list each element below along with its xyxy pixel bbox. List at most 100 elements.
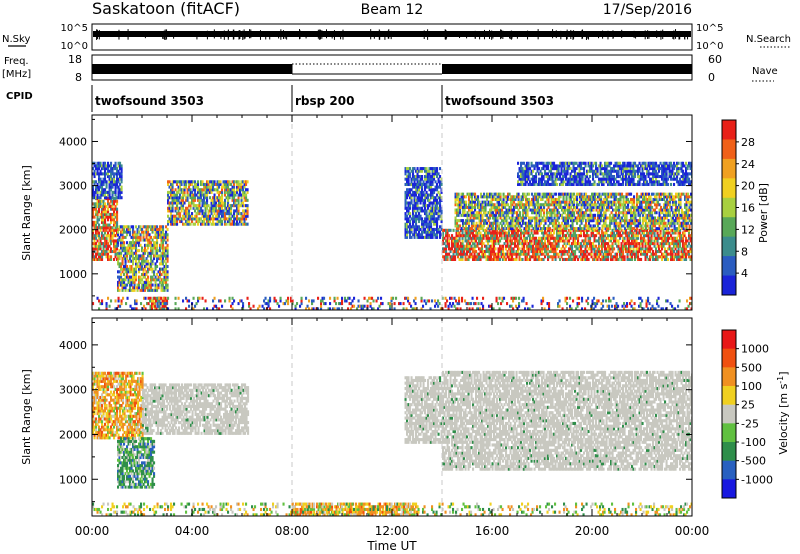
power-cell bbox=[162, 267, 165, 271]
power-cell bbox=[410, 217, 413, 221]
power-cell bbox=[127, 270, 130, 274]
power-cell bbox=[102, 252, 105, 256]
power-cell bbox=[418, 220, 421, 224]
power-cell bbox=[632, 231, 635, 235]
power-cell bbox=[548, 228, 551, 232]
power-cell bbox=[568, 234, 571, 238]
power-cell bbox=[469, 250, 472, 254]
power-cell bbox=[410, 227, 413, 231]
power-cell bbox=[569, 247, 572, 251]
power-cell bbox=[151, 259, 154, 263]
power-cell bbox=[105, 190, 108, 194]
power-cell bbox=[454, 250, 457, 254]
power-cell bbox=[185, 206, 188, 210]
power-cell bbox=[489, 216, 492, 220]
power-cell bbox=[210, 204, 213, 208]
power-cell bbox=[425, 225, 428, 229]
power-cell bbox=[625, 234, 628, 238]
power-cell bbox=[160, 230, 163, 234]
power-cell bbox=[462, 219, 465, 223]
power-cell bbox=[105, 164, 108, 168]
power-cell bbox=[606, 195, 609, 199]
power-cell bbox=[604, 208, 607, 212]
power-cell bbox=[145, 227, 148, 231]
power-cell bbox=[150, 265, 153, 269]
power-cell bbox=[467, 242, 470, 246]
power-cell bbox=[464, 234, 467, 238]
power-cell bbox=[553, 221, 556, 225]
power-cell bbox=[641, 239, 644, 243]
power-cell bbox=[562, 257, 565, 261]
power-cell bbox=[93, 182, 96, 186]
power-cell bbox=[491, 257, 494, 261]
power-cell bbox=[620, 228, 623, 232]
power-cell bbox=[625, 228, 628, 232]
power-cell bbox=[555, 224, 558, 228]
power-cell bbox=[558, 203, 561, 207]
power-cell bbox=[242, 201, 245, 205]
power-cell bbox=[600, 219, 603, 223]
power-cell bbox=[231, 190, 234, 194]
power-cell bbox=[467, 250, 470, 254]
power-cell bbox=[471, 208, 474, 212]
power-cell bbox=[452, 228, 455, 232]
power-cell bbox=[101, 215, 104, 219]
power-cell bbox=[500, 244, 503, 248]
power-cell bbox=[207, 182, 210, 186]
power-cell bbox=[138, 249, 141, 253]
power-cell bbox=[567, 219, 570, 223]
power-cell bbox=[467, 247, 470, 251]
power-cell bbox=[628, 239, 631, 243]
power-cell bbox=[179, 193, 182, 197]
power-cell bbox=[544, 221, 547, 225]
power-cell bbox=[95, 210, 98, 214]
power-cell bbox=[416, 233, 419, 237]
power-cell bbox=[117, 185, 120, 189]
power-cell bbox=[502, 250, 505, 254]
power-cell bbox=[104, 205, 107, 209]
power-cell bbox=[188, 217, 191, 221]
power-cell bbox=[206, 196, 209, 200]
power-cell bbox=[647, 239, 650, 243]
power-cell bbox=[487, 200, 490, 204]
power-cell bbox=[96, 167, 99, 171]
power-cell bbox=[446, 252, 449, 256]
power-cell bbox=[579, 211, 582, 215]
power-cell bbox=[93, 242, 96, 246]
power-cell bbox=[216, 182, 219, 186]
power-cell bbox=[95, 207, 98, 211]
power-cell bbox=[176, 180, 179, 184]
power-cell bbox=[422, 190, 425, 194]
power-cell bbox=[120, 275, 123, 279]
power-cell bbox=[652, 255, 655, 259]
power-cell bbox=[602, 231, 605, 235]
power-cell bbox=[568, 208, 571, 212]
power-cell bbox=[617, 247, 620, 251]
power-cell bbox=[646, 247, 649, 251]
power-cell bbox=[197, 222, 200, 226]
power-cell bbox=[170, 212, 173, 216]
power-cell bbox=[242, 222, 245, 226]
power-cell bbox=[443, 228, 446, 232]
power-cell bbox=[601, 236, 604, 240]
power-cell bbox=[572, 252, 575, 256]
power-cell bbox=[155, 296, 158, 300]
power-cell bbox=[153, 246, 156, 250]
power-cell bbox=[431, 235, 434, 239]
power-cell bbox=[557, 242, 560, 246]
power-cell bbox=[635, 247, 638, 251]
power-cell bbox=[96, 215, 99, 219]
power-cell bbox=[541, 197, 544, 201]
power-cell bbox=[96, 228, 99, 232]
power-cell bbox=[218, 206, 221, 210]
power-cell bbox=[404, 190, 407, 194]
power-cell bbox=[550, 192, 553, 196]
power-cell bbox=[93, 164, 96, 168]
power-cell bbox=[525, 208, 528, 212]
power-cell bbox=[156, 286, 159, 290]
power-cell bbox=[668, 247, 671, 251]
power-cell bbox=[422, 222, 425, 226]
power-cell bbox=[227, 212, 230, 216]
power-cell bbox=[679, 228, 682, 232]
power-cell bbox=[493, 239, 496, 243]
